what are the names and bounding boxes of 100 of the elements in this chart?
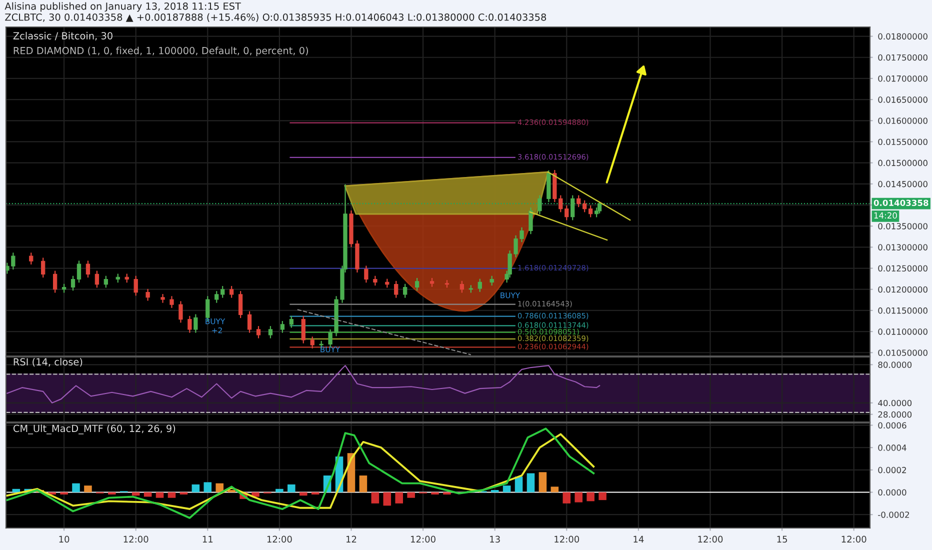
- candlestick: [576, 194, 581, 208]
- x-tick-label: 12: [346, 536, 356, 542]
- candlestick: [289, 315, 294, 328]
- candlestick: [29, 252, 34, 266]
- chart-title: RSI (14, close): [14, 358, 82, 367]
- text: ZCLBTC, 30 0.01403358 ▲ +0.00187888 (+15.46%) O:0.01385935 H:0.01406043 L:0.01380000 C:0.01403358: [5, 13, 546, 22]
- candlestick: [104, 275, 108, 288]
- y-tick-label: 0.01500000: [878, 160, 928, 166]
- candlestick: [538, 194, 542, 215]
- line-series: [6, 433, 595, 510]
- candlestick: [373, 275, 378, 286]
- candlestick: [588, 204, 593, 218]
- x-tick-label: 12:00: [411, 536, 436, 543]
- x-tick-label: 11: [202, 536, 213, 542]
- bar: [192, 484, 200, 492]
- bar: [395, 492, 403, 504]
- y-tick-label: 0.01100000: [878, 328, 928, 335]
- candlestick: [146, 288, 150, 302]
- text: RED DIAMOND (1, 0, fixed, 1, 100000, Default, 0, percent, 0): [14, 46, 308, 56]
- line-series: [6, 365, 600, 404]
- y-tick-label: 0.01450000: [878, 180, 928, 188]
- candlestick: [188, 315, 192, 334]
- bar: [574, 492, 582, 502]
- candlestick: [280, 320, 285, 334]
- candlestick: [134, 275, 138, 296]
- x-tick-label: 12:00: [842, 536, 866, 543]
- y-tick-label: 0.0004: [878, 444, 906, 451]
- candlestick: [364, 265, 368, 284]
- candlestick: [582, 200, 587, 213]
- candlestick: [86, 260, 90, 278]
- y-tick-label: 0.0000: [878, 489, 906, 496]
- candlestick: [597, 202, 602, 214]
- x-tick-label: 10: [59, 536, 70, 543]
- candlestick: [460, 280, 464, 294]
- candlestick: [230, 285, 234, 298]
- bar: [156, 492, 164, 498]
- bar: [407, 492, 415, 498]
- candlestick: [528, 206, 533, 235]
- x-tick-label: 13: [490, 536, 500, 543]
- candlestick: [414, 277, 420, 292]
- y-tick-label: 80.0000: [878, 362, 912, 368]
- candlestick: [52, 270, 58, 294]
- candlestick: [490, 275, 494, 286]
- bar: [502, 486, 511, 492]
- candlestick: [41, 257, 46, 278]
- bar: [12, 488, 20, 492]
- y-tick-label: 0.0002: [878, 466, 906, 474]
- bar: [216, 483, 224, 492]
- candlestick: [214, 290, 219, 304]
- candlestick: [220, 285, 225, 298]
- bar: [371, 492, 380, 504]
- y-tick-label: -0.0002: [878, 512, 909, 518]
- x-tick-label: 12:00: [124, 536, 148, 543]
- chart-title: CM_Ult_MacD_MTF (60, 12, 26, 9): [13, 424, 176, 434]
- text: 14:20: [874, 212, 897, 219]
- bar: [299, 492, 308, 496]
- bar: [84, 486, 92, 492]
- bar: [168, 492, 176, 498]
- y-tick-label: 0.01800000: [878, 33, 928, 40]
- ref-line-label: 0.01403358: [874, 200, 928, 206]
- candlestick: [70, 275, 76, 292]
- candlestick: [194, 314, 198, 334]
- candlestick: [394, 280, 398, 298]
- candlestick: [160, 293, 165, 304]
- bar: [359, 476, 368, 492]
- candlestick: [247, 310, 252, 334]
- candlestick: [310, 336, 314, 349]
- candlestick: [170, 296, 174, 308]
- y-tick-label: 0.01200000: [878, 286, 928, 293]
- y-tick-label: 0.01700000: [878, 75, 928, 82]
- y-tick-label: 0.01250000: [878, 265, 928, 272]
- candlestick: [301, 315, 306, 344]
- bar: [538, 472, 547, 492]
- x-tick-label: 14: [634, 536, 644, 542]
- y-tick-label: 40.0000: [878, 400, 912, 406]
- candlestick: [478, 278, 482, 292]
- bar: [598, 492, 606, 500]
- x-tick-label: 15: [777, 536, 787, 543]
- text: Alisina published on January 13, 2018 11:15 EST: [4, 2, 241, 12]
- y-tick-label: 0.01300000: [878, 244, 928, 250]
- x-tick-label: 12:00: [554, 536, 580, 543]
- candlestick: [268, 326, 273, 339]
- y-tick-label: 0.01050000: [878, 350, 928, 356]
- x-tick-label: 12:00: [698, 536, 723, 543]
- y-tick-label: 0.01550000: [878, 138, 928, 146]
- candlestick: [594, 206, 599, 218]
- bar: [276, 488, 284, 492]
- bar: [526, 473, 535, 492]
- candlestick: [178, 300, 183, 324]
- candlestick: [94, 270, 100, 288]
- y-tick-label: 0.0006: [878, 422, 906, 429]
- bar: [562, 492, 571, 504]
- candlestick: [403, 283, 408, 298]
- bar: [204, 482, 212, 492]
- y-tick-label: 0.01650000: [878, 96, 928, 103]
- y-tick-label: 0.01350000: [878, 223, 928, 230]
- bar: [586, 492, 594, 502]
- candlestick: [570, 194, 575, 221]
- candlestick: [76, 260, 82, 284]
- x-tick-label: 12:00: [267, 536, 292, 543]
